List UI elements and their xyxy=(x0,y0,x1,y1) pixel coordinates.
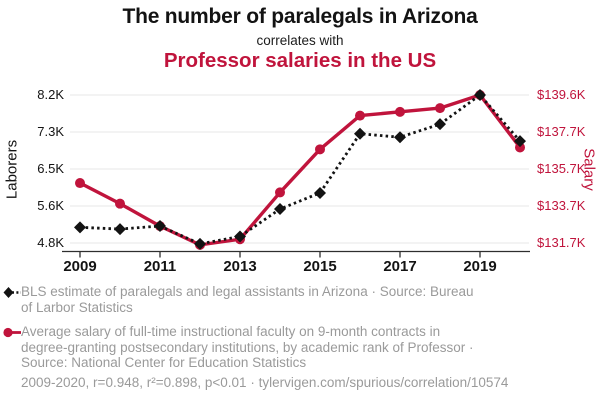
x-axis-tick-label: 2015 xyxy=(303,258,337,275)
legend: BLS estimate of paralegals and legal ass… xyxy=(3,284,581,380)
y-axis-left-tick-label: 7.3K xyxy=(37,124,64,139)
salary-data-point xyxy=(75,178,85,189)
paralegals-data-point xyxy=(274,203,286,216)
paralegals-data-point xyxy=(234,230,246,243)
x-axis-tick-label: 2019 xyxy=(463,258,497,275)
y-axis-right-tick-label: $131.7K xyxy=(537,235,586,250)
paralegals-data-point xyxy=(474,89,486,101)
paralegals-data-point xyxy=(194,237,206,250)
chart-subtitle: Professor salaries in the US xyxy=(163,49,437,72)
salary-data-point xyxy=(315,144,325,155)
paralegals-data-point xyxy=(114,223,126,236)
paralegals-data-point xyxy=(394,131,406,144)
stats-text: 2009-2020, r=0.948, r²=0.898, p<0.01 xyxy=(21,375,247,390)
legend-entry-text: BLS estimate of paralegals and legal ass… xyxy=(21,284,474,315)
chart-title: The number of paralegals in Arizona xyxy=(122,5,478,28)
paralegals-data-point xyxy=(434,118,446,131)
x-axis-tick-label: 2013 xyxy=(223,258,257,275)
y-axis-right-tick-label: $137.7K xyxy=(537,124,586,139)
salary-data-point xyxy=(275,187,285,198)
y-axis-left-tick-label: 8.2K xyxy=(37,87,64,102)
salary-data-point xyxy=(515,142,525,153)
correlates-with-text: correlates with xyxy=(256,33,344,48)
salary-line xyxy=(79,93,522,247)
salary-data-point xyxy=(355,110,365,121)
y-axis-left-tick-label: 5.6K xyxy=(37,198,64,213)
legend-entry-text: Average salary of full-time instructiona… xyxy=(21,324,474,370)
y-axis-left-tick-label: 4.8K xyxy=(37,235,64,250)
salary-data-point xyxy=(435,103,445,114)
y-axis-right-tick-label: $133.7K xyxy=(537,198,586,213)
x-axis-tick-label: 2017 xyxy=(383,258,417,275)
red-circle-solid-line-icon xyxy=(3,327,21,338)
y-axis-right-tick-label: $135.7K xyxy=(537,161,586,176)
source-url[interactable]: tylervigen.com/spurious/correlation/1057… xyxy=(258,375,509,390)
x-axis-tick-label: 2009 xyxy=(63,258,97,275)
y-axis-right-tick-label: $139.6K xyxy=(537,87,586,102)
stats-footer: 2009-2020, r=0.948, r²=0.898, p<0.01 · t… xyxy=(21,375,508,390)
salary-data-point xyxy=(395,106,405,117)
paralegals-data-point xyxy=(314,186,326,199)
x-axis-tick-label: 2011 xyxy=(143,258,177,275)
y-axis-left-tick-label: 6.5K xyxy=(37,161,64,176)
paralegals-line xyxy=(79,93,522,246)
footer-separator: · xyxy=(246,375,259,390)
paralegals-data-point xyxy=(154,220,166,233)
legend-entry-salary: Average salary of full-time instructiona… xyxy=(3,324,581,371)
paralegals-data-point xyxy=(514,135,526,148)
legend-entry-paralegals: BLS estimate of paralegals and legal ass… xyxy=(3,284,581,315)
black-diamond-dotted-line-icon xyxy=(3,287,21,298)
salary-data-point xyxy=(115,198,125,209)
paralegals-data-point xyxy=(354,127,366,140)
paralegals-data-point xyxy=(74,221,86,234)
